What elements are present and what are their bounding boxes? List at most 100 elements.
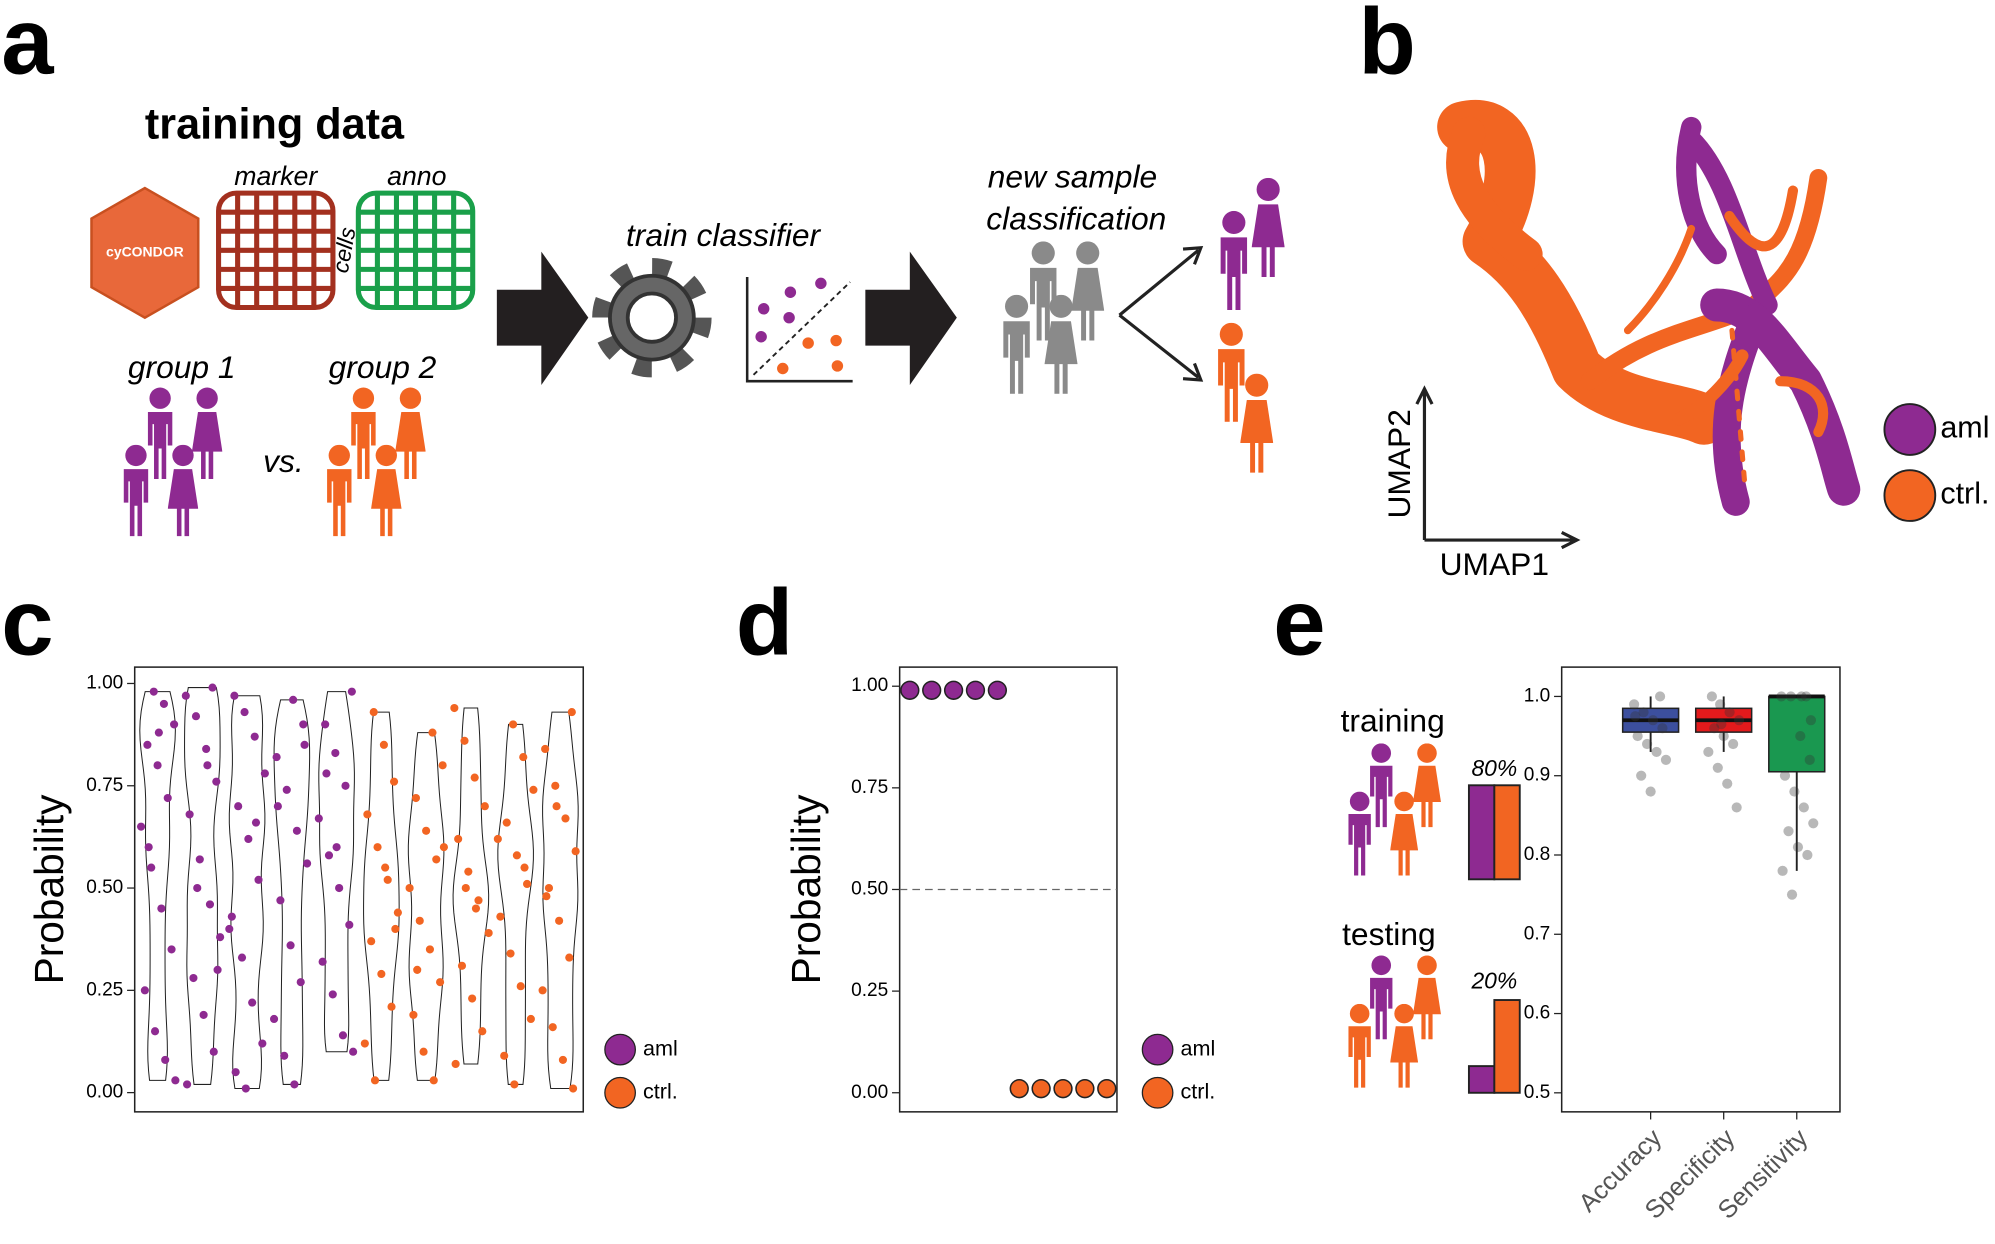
point	[296, 978, 305, 987]
panel-label: d	[736, 569, 793, 674]
point	[1654, 691, 1666, 702]
point	[552, 802, 561, 811]
panel-label: c	[1, 569, 53, 674]
point	[1783, 826, 1794, 837]
point	[1805, 715, 1817, 726]
point	[1645, 786, 1656, 797]
legend-swatch	[1141, 1033, 1174, 1066]
point	[470, 773, 479, 782]
point	[1785, 691, 1796, 702]
point	[157, 904, 166, 913]
point	[161, 1055, 170, 1064]
point	[269, 1014, 279, 1024]
point	[225, 924, 234, 934]
legend-swatch	[604, 1033, 636, 1066]
point	[216, 933, 225, 942]
point	[369, 708, 378, 717]
point	[429, 1076, 438, 1085]
point	[280, 1051, 289, 1060]
point	[411, 793, 421, 803]
point	[1629, 699, 1640, 710]
point	[260, 769, 269, 778]
point	[286, 941, 295, 950]
gear	[592, 257, 712, 378]
point	[943, 680, 964, 700]
point	[360, 1039, 369, 1048]
point	[516, 982, 525, 991]
point	[258, 1039, 267, 1048]
split-label: testing	[1342, 916, 1436, 952]
pct-label: 80%	[1471, 755, 1517, 781]
split-label: training	[1341, 702, 1445, 738]
point	[363, 810, 372, 819]
point	[381, 863, 390, 872]
point	[464, 867, 473, 876]
point	[413, 965, 422, 974]
point	[1009, 1079, 1029, 1099]
point	[1801, 691, 1812, 702]
point	[273, 802, 282, 811]
point	[212, 777, 221, 786]
point	[496, 912, 505, 921]
point	[393, 908, 402, 917]
point	[1789, 786, 1800, 797]
point	[422, 826, 431, 835]
point	[1703, 746, 1714, 758]
anno-grid	[355, 190, 476, 311]
point	[432, 855, 441, 864]
point	[292, 826, 301, 835]
y-tick-label: 0.50	[86, 877, 123, 898]
umap-axes	[1415, 385, 1581, 550]
step-label: train classifier	[626, 217, 822, 253]
point	[548, 1023, 557, 1032]
point	[460, 736, 469, 745]
point	[1636, 770, 1647, 781]
point	[571, 847, 580, 856]
group-label: group 2	[329, 349, 437, 385]
point	[331, 748, 340, 758]
y-tick-label: 0.25	[86, 979, 123, 1000]
point	[389, 777, 399, 786]
point	[471, 904, 481, 913]
axis-title: UMAP2	[1381, 409, 1417, 518]
point	[1642, 738, 1653, 750]
point	[322, 769, 331, 778]
point	[1792, 841, 1804, 853]
y-tick-label: 0.00	[86, 1082, 123, 1103]
point	[303, 859, 312, 868]
point	[500, 1051, 509, 1060]
point	[519, 753, 528, 762]
point	[300, 740, 309, 749]
point	[1718, 730, 1729, 742]
point	[567, 708, 576, 717]
point	[451, 1059, 460, 1069]
point	[1731, 802, 1742, 813]
legend-label: aml	[643, 1035, 678, 1060]
point	[409, 1010, 418, 1019]
point	[509, 720, 518, 729]
point	[377, 969, 386, 979]
point	[171, 1076, 180, 1085]
point	[1075, 1079, 1095, 1099]
point	[341, 781, 350, 790]
point	[1632, 730, 1643, 742]
point	[140, 986, 149, 995]
logo-text: cyCONDOR	[106, 244, 184, 260]
point	[391, 924, 400, 934]
point	[272, 753, 281, 762]
marker-label: marker	[234, 161, 318, 191]
point	[241, 1084, 250, 1093]
panel-label: b	[1358, 0, 1415, 94]
point	[1804, 754, 1815, 765]
diagram-title: training data	[145, 100, 405, 148]
point	[1779, 770, 1791, 781]
legend-swatch	[1883, 469, 1937, 522]
arrow	[865, 251, 957, 386]
point	[290, 1080, 299, 1089]
point	[439, 843, 448, 852]
point	[367, 937, 376, 946]
point	[1660, 754, 1672, 765]
point	[170, 720, 179, 729]
point	[163, 793, 172, 803]
